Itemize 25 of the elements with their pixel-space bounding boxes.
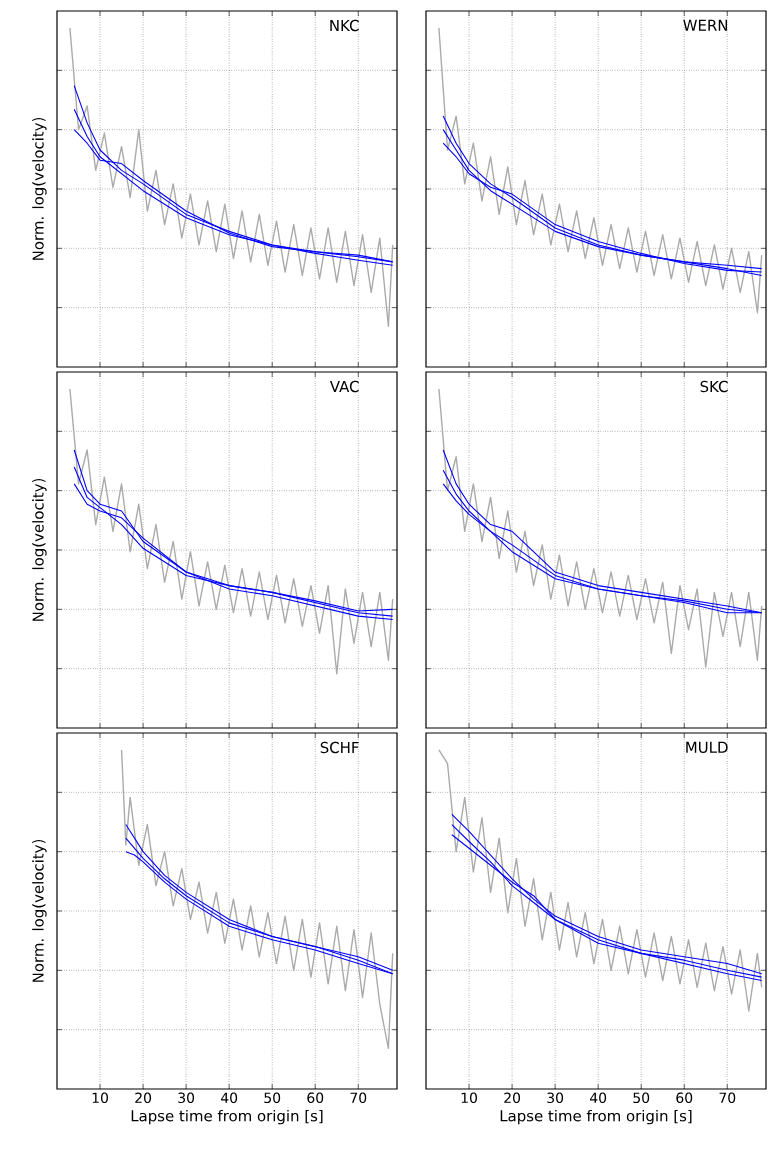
- x-axis-title: Lapse time from origin [s]: [131, 1109, 323, 1125]
- x-tick-label: 30: [547, 1092, 564, 1104]
- chart-title: SCHF: [320, 741, 359, 754]
- chart-title: NKC: [330, 19, 359, 32]
- chart-title: WERN: [683, 19, 728, 31]
- x-tick-label: 20: [504, 1092, 521, 1104]
- x-tick-label: 70: [719, 1092, 736, 1104]
- x-tick-label: 10: [461, 1092, 477, 1104]
- chart-title: MULD: [686, 741, 728, 753]
- y-axis-title: Norm. log(velocity): [32, 117, 47, 260]
- chart-title: SKC: [700, 380, 728, 393]
- x-tick-label: 30: [178, 1092, 195, 1104]
- x-tick-label: 60: [676, 1092, 693, 1104]
- x-tick-label: 20: [135, 1092, 152, 1104]
- x-tick-label: 70: [350, 1092, 367, 1104]
- x-tick-label: 50: [264, 1092, 281, 1104]
- x-tick-label: 40: [589, 1092, 607, 1104]
- x-tick-label: 40: [220, 1092, 238, 1104]
- x-tick-label: 60: [307, 1092, 324, 1104]
- y-axis-title: Norm. log(velocity): [32, 839, 47, 982]
- x-axis-title: Lapse time from origin [s]: [500, 1109, 692, 1125]
- x-tick-label: 50: [633, 1092, 650, 1104]
- y-axis-title: Norm. log(velocity): [32, 478, 47, 621]
- chart-title: VAC: [329, 380, 359, 393]
- x-tick-label: 10: [92, 1092, 108, 1104]
